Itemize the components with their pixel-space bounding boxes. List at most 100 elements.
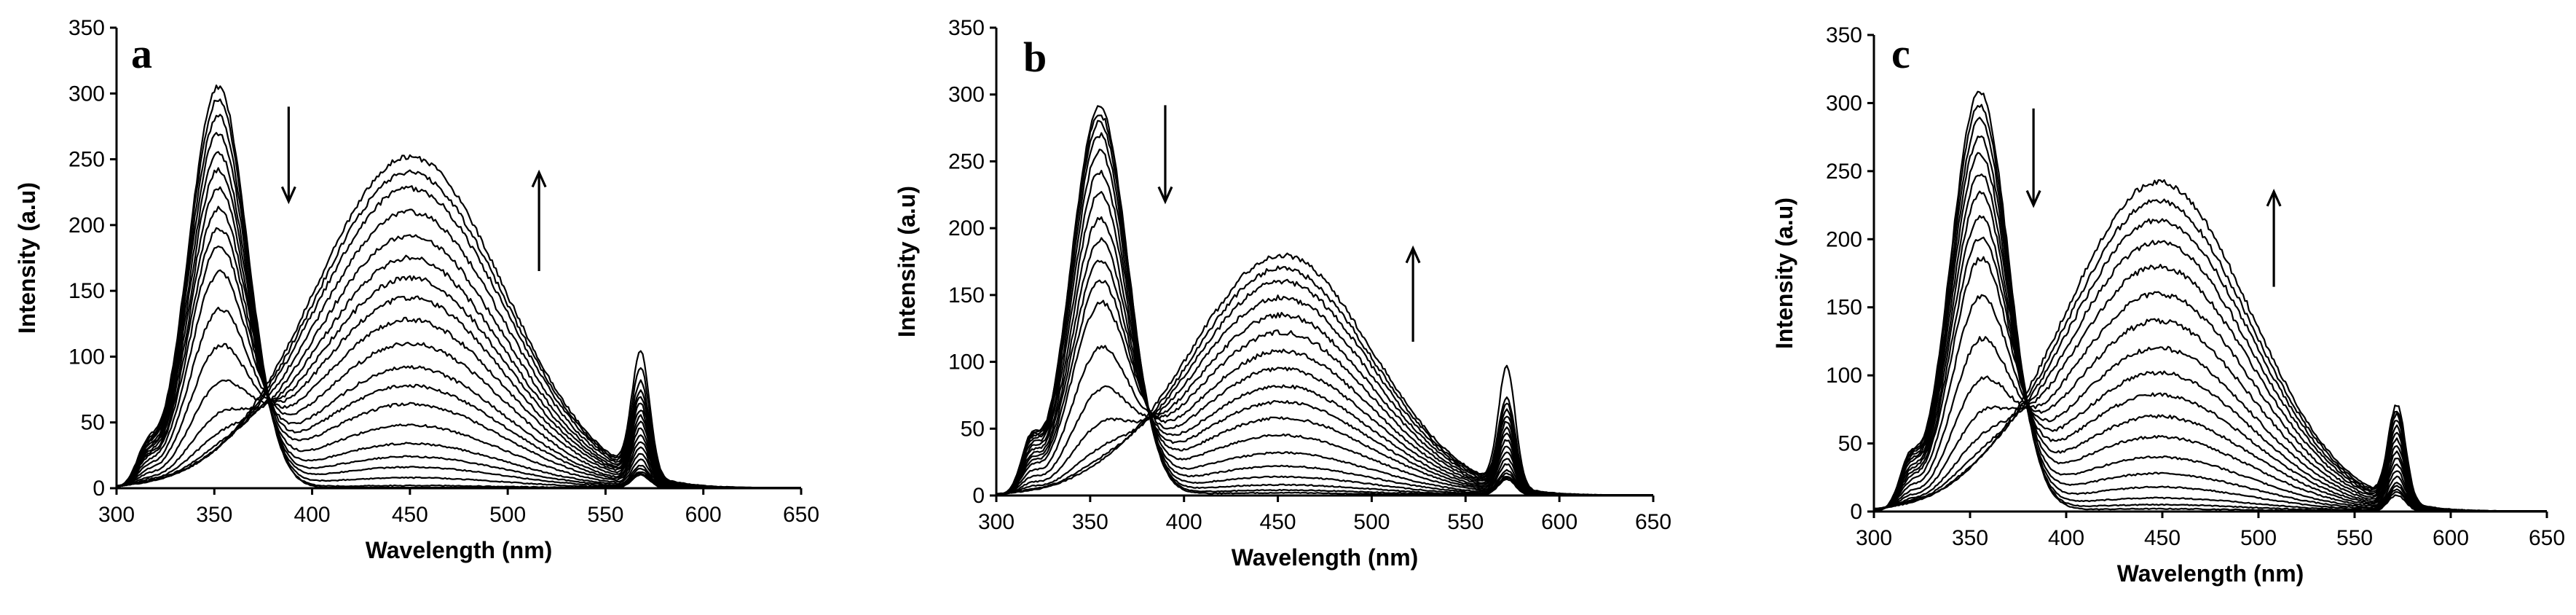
- x-tick-label: 450: [1260, 510, 1296, 534]
- spectrum-series-t3: [1874, 117, 2547, 512]
- x-tick-label: 450: [392, 503, 428, 527]
- arrow-up-increasing-450nm: [1405, 245, 1421, 342]
- spectrum-series-t17: [996, 265, 1653, 495]
- x-tick-label: 500: [1353, 510, 1390, 534]
- arrow-down-decreasing-350nm: [1157, 105, 1173, 205]
- spectrum-series-t1: [996, 105, 1653, 495]
- spectrum-series-t16: [1874, 218, 2547, 512]
- x-tick-label: 350: [196, 503, 232, 527]
- chart-panel-b: 0 50 100 150 200 250 300 350 300 350 400 450 500 550 6…: [894, 16, 1671, 571]
- x-tick-label: 650: [2529, 526, 2565, 550]
- spectrum-series-t18: [1874, 179, 2547, 512]
- x-tick-label: 300: [98, 503, 135, 527]
- arrow-up-increasing-450nm: [2266, 188, 2282, 287]
- spectrum-series-t5: [996, 149, 1653, 495]
- spectrum-series-t11: [996, 279, 1653, 495]
- spectrum-series-t15: [1874, 240, 2547, 512]
- y-tick-label: 0: [92, 477, 105, 501]
- spectrum-series-t5: [1874, 152, 2547, 512]
- spectrum-series-t5: [117, 151, 801, 488]
- y-tick-label: 200: [68, 214, 105, 238]
- x-tick-label: 350: [1072, 510, 1108, 534]
- x-tick-label: 650: [1635, 510, 1671, 534]
- spectrum-series-t6: [117, 167, 801, 488]
- x-tick-label: 300: [978, 510, 1015, 534]
- spectrum-series-t15: [117, 254, 801, 488]
- x-tick-label: 550: [1447, 510, 1484, 534]
- spectrum-series-t14: [996, 312, 1653, 495]
- y-tick-label: 350: [1826, 23, 1862, 47]
- y-tick-label: 150: [948, 283, 985, 308]
- spectrum-series-t13: [117, 295, 801, 488]
- spectrum-series-t10: [996, 259, 1653, 495]
- y-tick-label: 250: [1826, 160, 1862, 184]
- spectrum-series-t2: [1874, 103, 2547, 512]
- panel-label: a: [131, 30, 152, 77]
- y-tick-label: 100: [68, 345, 105, 369]
- x-tick-label: 550: [2336, 526, 2373, 550]
- spectrum-series-t17: [1874, 198, 2547, 512]
- y-tick-label: 300: [68, 82, 105, 106]
- x-tick-label: 300: [1856, 526, 1892, 550]
- y-tick-label: 250: [68, 148, 105, 172]
- spectrum-series-t11: [117, 269, 801, 488]
- chart-panel-a: 0 50 100 150 200 250 300 350 300 350 400 450 500 550 6…: [14, 16, 819, 563]
- y-tick-label: 50: [1838, 432, 1862, 456]
- arrow-down-decreasing-350nm: [2025, 108, 2041, 208]
- series-group: [117, 85, 801, 488]
- spectrum-series-t10: [1874, 256, 2547, 512]
- x-tick-label: 400: [2048, 526, 2084, 550]
- y-tick-label: 0: [1850, 500, 1862, 524]
- spectrum-series-t20: [117, 154, 801, 488]
- y-tick-label: 50: [961, 417, 985, 441]
- x-tick-label: 500: [2240, 526, 2277, 550]
- panel-label: c: [1891, 30, 1910, 77]
- y-tick-label: 350: [68, 16, 105, 40]
- x-tick-label: 400: [1166, 510, 1202, 534]
- panel-label: b: [1023, 34, 1047, 81]
- spectrum-series-t16: [996, 278, 1653, 495]
- y-tick-label: 300: [948, 83, 985, 107]
- y-axis-title: Intensity (a.u): [894, 186, 920, 337]
- y-tick-label: 200: [948, 216, 985, 240]
- y-tick-label: 100: [1826, 364, 1862, 388]
- spectrum-series-t12: [1874, 318, 2547, 512]
- y-tick-label: 350: [948, 16, 985, 40]
- y-axis-title: Intensity (a.u): [14, 182, 40, 334]
- spectrum-series-t6: [1874, 173, 2547, 512]
- series-group: [996, 105, 1653, 495]
- y-tick-label: 250: [948, 149, 985, 173]
- series-group: [1874, 90, 2547, 512]
- x-tick-label: 650: [783, 503, 819, 527]
- x-tick-label: 500: [489, 503, 526, 527]
- x-tick-label: 400: [294, 503, 331, 527]
- spectrum-series-t2: [117, 98, 801, 488]
- x-axis-title: Wavelength (nm): [2117, 560, 2304, 587]
- spectrum-series-t8: [1874, 215, 2547, 512]
- arrow-up-increasing-450nm: [531, 169, 547, 272]
- spectrum-series-t4: [996, 132, 1653, 495]
- spectrum-series-t8: [996, 216, 1653, 495]
- spectrum-series-t13: [996, 329, 1653, 495]
- spectrum-series-t7: [996, 191, 1653, 495]
- spectrum-series-t19: [117, 169, 801, 488]
- spectrum-series-t10: [117, 245, 801, 488]
- x-tick-label: 600: [685, 503, 722, 527]
- y-axis-title: Intensity (a.u): [1771, 197, 1797, 349]
- x-axis-title: Wavelength (nm): [1232, 544, 1419, 571]
- arrow-down-decreasing-350nm: [280, 106, 296, 205]
- y-tick-label: 200: [1826, 227, 1862, 251]
- y-tick-label: 300: [1826, 91, 1862, 115]
- y-tick-label: 0: [972, 484, 985, 508]
- y-tick-label: 50: [81, 411, 105, 435]
- y-tick-label: 100: [948, 350, 985, 375]
- x-tick-label: 350: [1952, 526, 1988, 550]
- chart-panel-c: 0 50 100 150 200 250 300 350 300 350 400 450 500 550 6…: [1771, 23, 2565, 587]
- y-tick-label: 150: [68, 279, 105, 303]
- x-tick-label: 600: [2433, 526, 2469, 550]
- x-axis-title: Wavelength (nm): [366, 537, 553, 563]
- x-tick-label: 450: [2144, 526, 2181, 550]
- x-tick-label: 550: [587, 503, 623, 527]
- spectrum-series-t18: [996, 252, 1653, 495]
